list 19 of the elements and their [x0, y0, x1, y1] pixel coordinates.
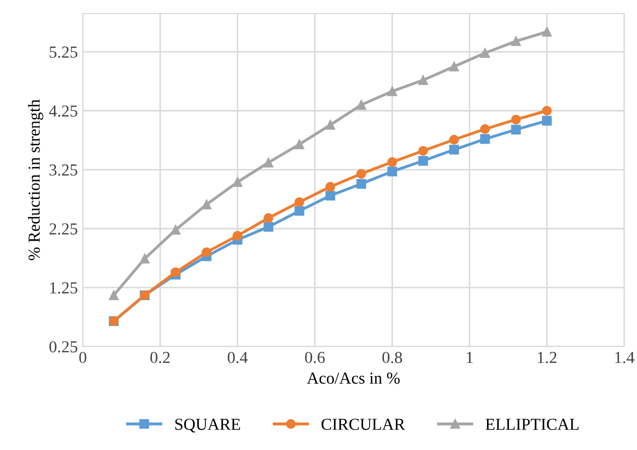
x-tick-label: 1.2: [538, 352, 556, 364]
x-tick-label: 0.4: [228, 352, 248, 364]
x-tick-label: 0.2: [150, 352, 170, 364]
y-tick-label: 2.25: [50, 223, 78, 235]
legend-label: SQUARE: [175, 418, 240, 432]
legend-label: CIRCULAR: [322, 418, 406, 430]
y-tick-label: 0.25: [49, 341, 78, 353]
y-tick-label: 5.25: [50, 46, 78, 58]
legend-label: ELLIPTICAL: [486, 418, 579, 430]
x-tick-label: 0.6: [305, 352, 325, 364]
x-tick-label: 1.4: [615, 352, 634, 364]
x-tick-label: 1: [466, 352, 473, 363]
y-tick-label: 1.25: [50, 282, 78, 294]
y-tick-label: 4.25: [49, 105, 78, 117]
x-tick-label: 0: [79, 352, 86, 364]
y-tick-label: 3.25: [50, 164, 78, 176]
y-axis-title: % Reduction in strength: [28, 99, 44, 260]
x-axis-title: Aco/Acs in %: [306, 372, 400, 384]
x-tick-label: 0.8: [382, 352, 402, 364]
